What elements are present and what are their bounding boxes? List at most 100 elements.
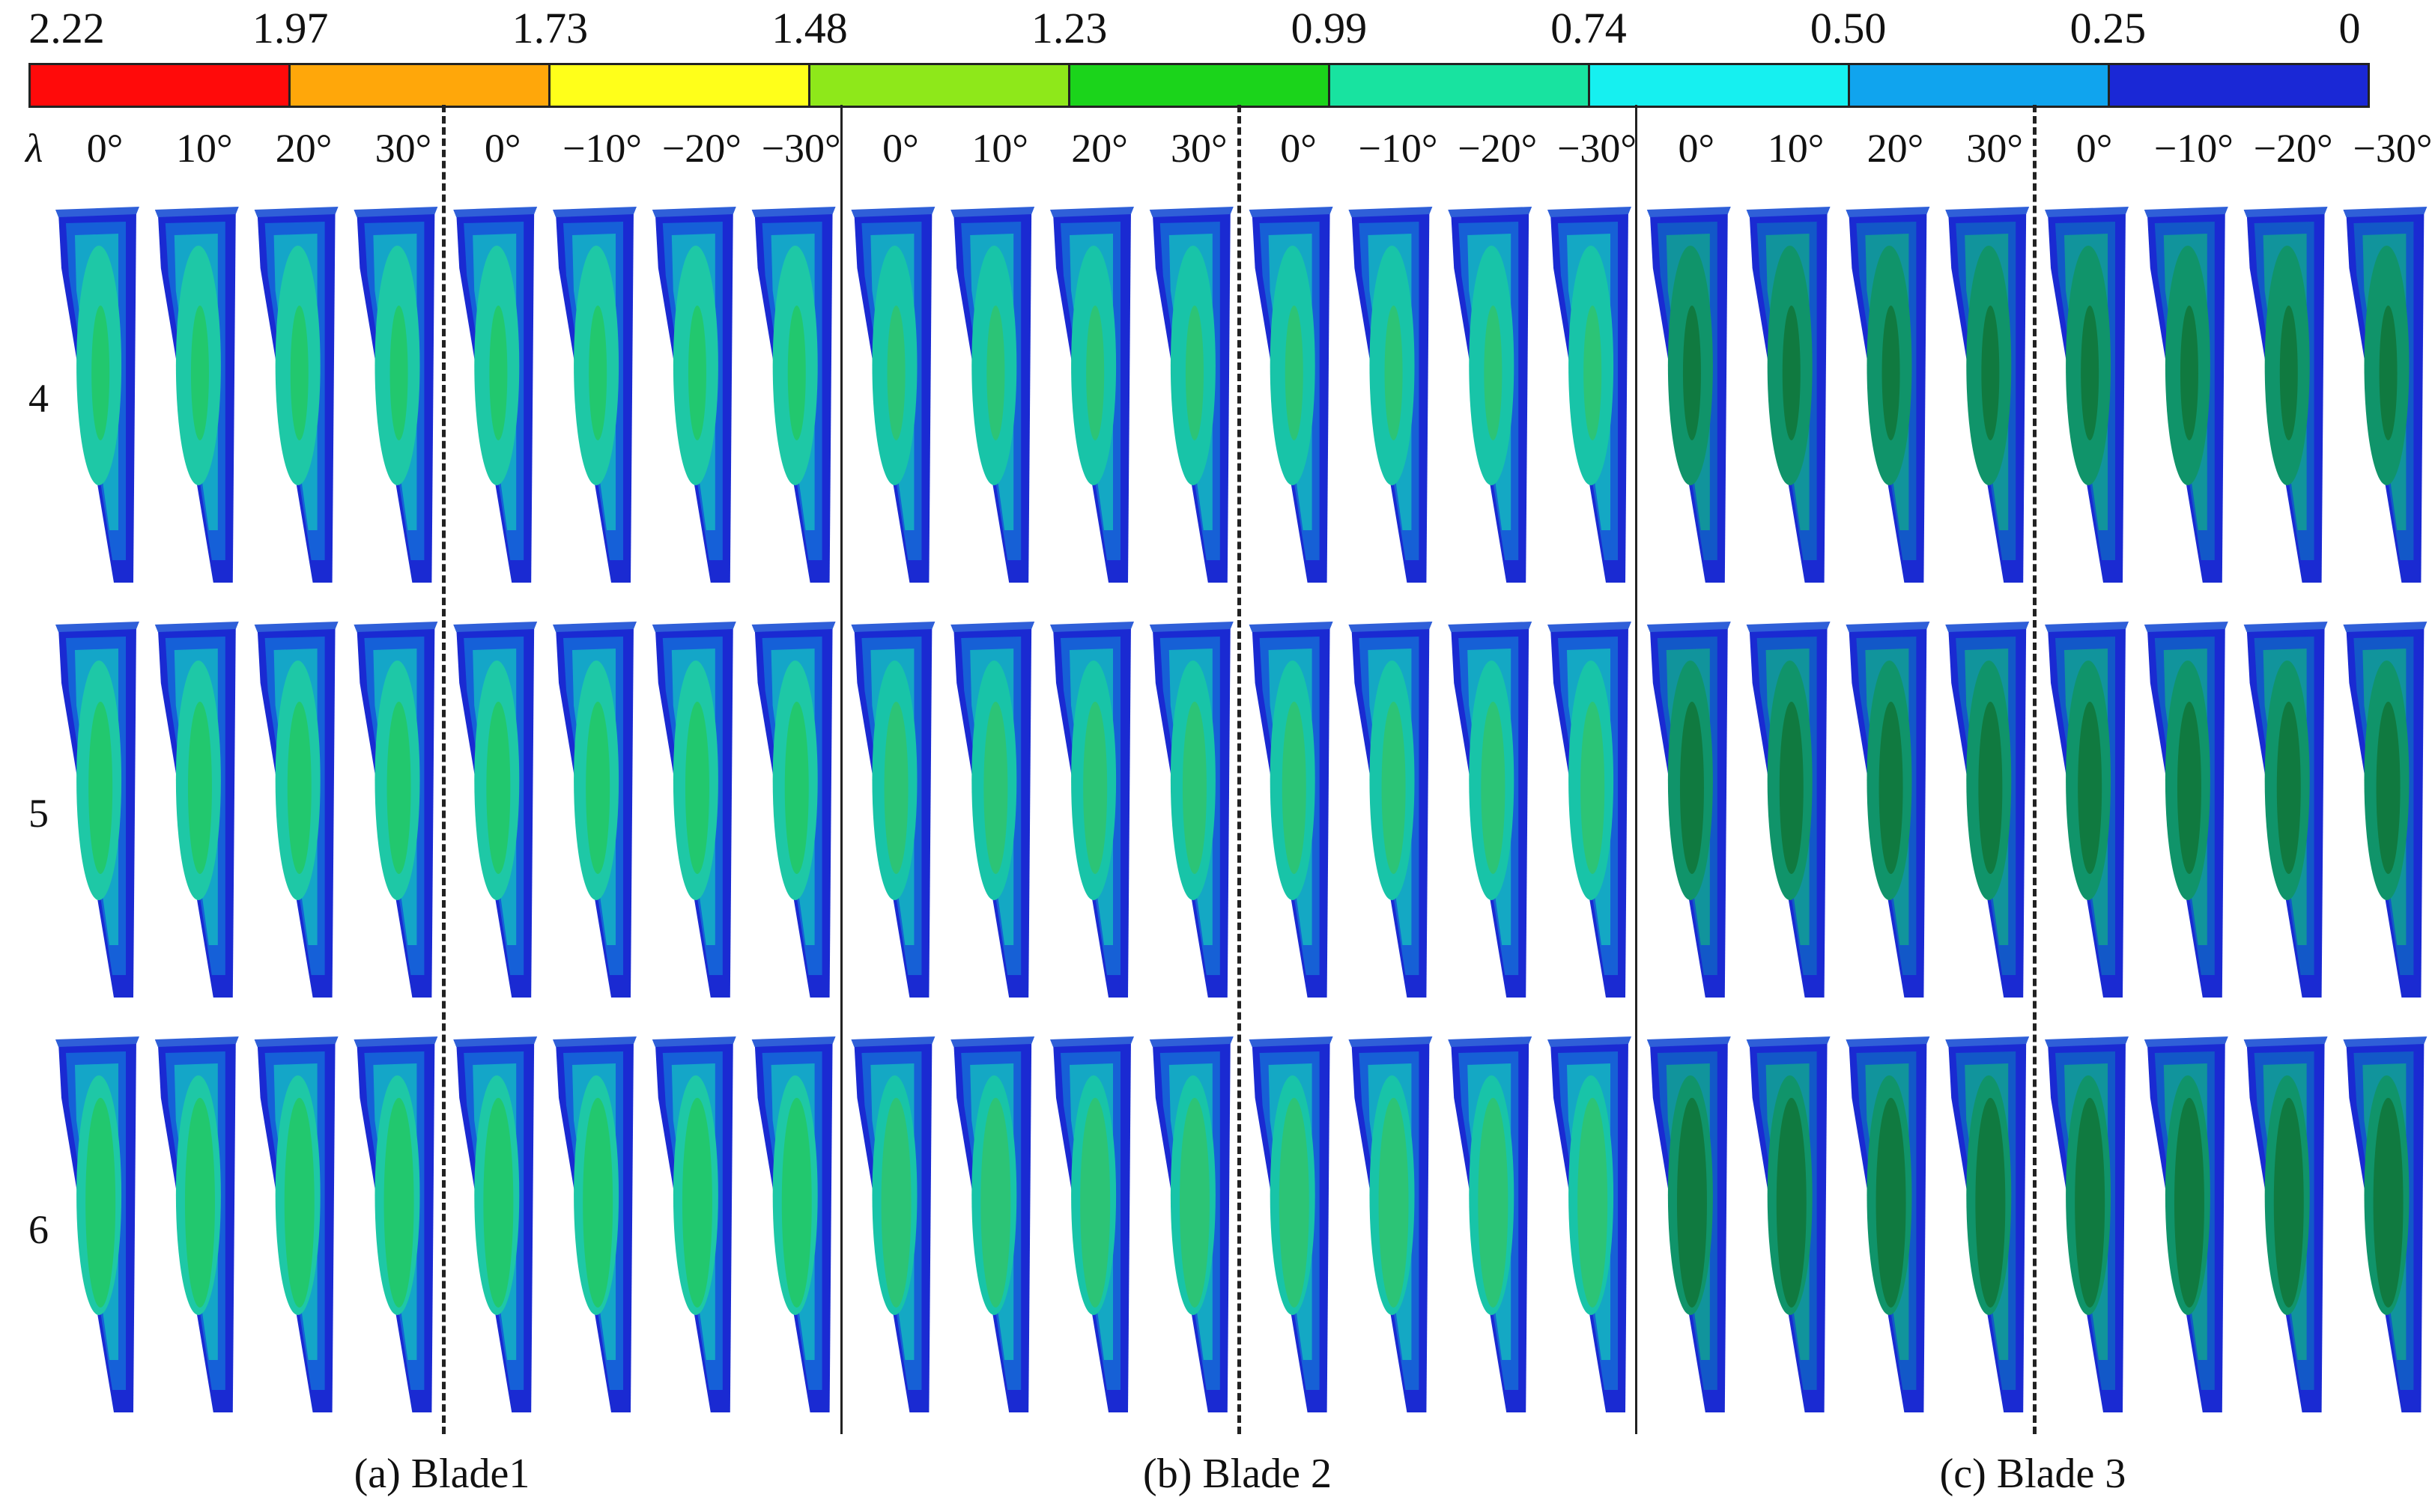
blade-contour-core <box>85 1098 116 1308</box>
blade-root <box>254 1036 339 1047</box>
blade-root <box>1348 207 1433 217</box>
angle-label: 0° <box>484 126 521 171</box>
colorbar-tick-label: 1.23 <box>1031 4 1108 52</box>
blade-contour-core <box>986 306 1005 440</box>
blade-root <box>2144 207 2228 217</box>
blade-root <box>751 1036 836 1047</box>
blade-root <box>2144 622 2228 632</box>
blade-contour-core <box>1384 306 1403 440</box>
blade-root <box>1348 1036 1433 1047</box>
blade-root <box>154 207 239 217</box>
blade-contour-core <box>1878 702 1903 874</box>
blade-root <box>950 207 1035 217</box>
blade-contour-core <box>1282 702 1306 874</box>
blade-contour-core <box>2174 1098 2204 1308</box>
blade-contour-core <box>1182 702 1207 874</box>
colorbar-segment <box>288 65 548 106</box>
blade-root <box>154 622 239 632</box>
blade-root <box>1746 622 1831 632</box>
colorbar-segment <box>2108 65 2368 106</box>
blade-contour-core <box>586 702 610 874</box>
blade-root <box>1448 622 1532 632</box>
blade-root <box>751 622 836 632</box>
blade-contour-core <box>2180 306 2198 440</box>
blade-root <box>1249 622 1333 632</box>
row-label-4: 4 <box>28 376 49 421</box>
blade-root <box>553 622 637 632</box>
blade-root <box>1249 207 1333 217</box>
blade-contour-core <box>1682 306 1701 440</box>
blade-root <box>1547 207 1631 217</box>
blade-root <box>1646 622 1731 632</box>
colorbar-tick-label: 0.74 <box>1550 4 1627 52</box>
blade-root <box>1050 1036 1134 1047</box>
angle-label: −30° <box>1556 126 1637 171</box>
blade-contour-core <box>486 702 511 874</box>
angle-label: 0° <box>2075 126 2113 171</box>
blade-root <box>851 1036 936 1047</box>
angle-label: 10° <box>1767 126 1825 171</box>
blade-root <box>1149 622 1234 632</box>
blade-root <box>1249 1036 1333 1047</box>
blade-contour-core <box>1981 306 2000 440</box>
blade-contour-core <box>685 702 709 874</box>
lambda-label: λ <box>25 126 43 171</box>
blade-contour-core <box>2373 1098 2404 1308</box>
blade-root <box>55 1036 139 1047</box>
blade-root <box>2343 207 2428 217</box>
blade-root <box>2144 1036 2228 1047</box>
blade-contour-core <box>884 702 909 874</box>
angle-label: 0° <box>882 126 919 171</box>
separator-solid-ab <box>840 105 843 1434</box>
colorbar-tick-label: 0.99 <box>1291 4 1368 52</box>
blade-contour-core <box>184 1098 215 1308</box>
blade-contour-core <box>1279 1098 1309 1308</box>
blade-contour-core <box>1285 306 1303 440</box>
blade-contour-core <box>2078 702 2102 874</box>
separator-dashed-a <box>442 105 446 1434</box>
blade-contour-core <box>489 306 508 440</box>
colorbar <box>28 63 2370 108</box>
blade-contour-core <box>1676 1098 1707 1308</box>
blade-contour-core <box>1782 306 1801 440</box>
blade-contour-core <box>187 702 212 874</box>
blade-root <box>553 207 637 217</box>
angle-label: −10° <box>1358 126 1438 171</box>
blade-contour-core <box>91 306 110 440</box>
blade-contour-core <box>1583 306 1602 440</box>
blade-root <box>254 207 339 217</box>
angle-label: 30° <box>375 126 432 171</box>
angle-label: 10° <box>175 126 233 171</box>
caption-blade-3: (c) Blade 3 <box>1939 1451 2126 1497</box>
blade-root <box>652 622 736 632</box>
blade-root <box>1945 1036 2030 1047</box>
separator-dashed-c <box>2033 105 2037 1434</box>
blade-root <box>453 207 538 217</box>
blade-root <box>2045 622 2129 632</box>
blade-root <box>2045 1036 2129 1047</box>
blade-root <box>55 207 139 217</box>
blade-root <box>950 1036 1035 1047</box>
angle-label: 20° <box>1867 126 1924 171</box>
blade-root <box>1547 622 1631 632</box>
angle-label: 0° <box>1678 126 1715 171</box>
blade-contour-core <box>190 306 209 440</box>
blade-root <box>553 1036 637 1047</box>
blade-root <box>1945 207 2030 217</box>
blade-contour-core <box>2075 1098 2105 1308</box>
blade-contour-core <box>1378 1098 1409 1308</box>
blade-root <box>2243 1036 2328 1047</box>
blade-root <box>354 207 438 217</box>
blade-root <box>1149 207 1234 217</box>
blade-contour-core <box>2081 306 2099 440</box>
blade-contour-core <box>589 306 607 440</box>
blade-root <box>2343 622 2428 632</box>
blade-root <box>851 622 936 632</box>
colorbar-tick-label: 2.22 <box>28 4 105 52</box>
blade-contour-core <box>383 1098 414 1308</box>
blade-root <box>1547 1036 1631 1047</box>
blade-contour-core <box>2276 702 2301 874</box>
blade-contour-core <box>88 702 113 874</box>
